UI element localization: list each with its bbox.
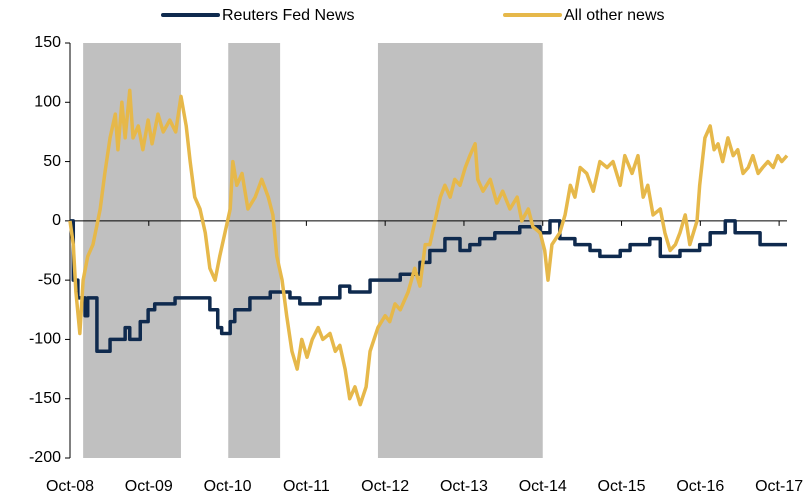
y-tick-label: 0 <box>52 212 61 229</box>
y-tick-label: -50 <box>38 271 61 288</box>
shaded-region <box>228 43 281 458</box>
y-tick-label: -150 <box>29 390 61 407</box>
x-tick-label: Oct-13 <box>440 478 488 495</box>
x-tick-label: Oct-15 <box>598 478 646 495</box>
legend-label: All other news <box>564 7 665 24</box>
legend-label: Reuters Fed News <box>222 7 355 24</box>
y-tick-label: 50 <box>43 153 61 170</box>
x-tick-label: Oct-09 <box>125 478 173 495</box>
x-tick-label: Oct-10 <box>204 478 252 495</box>
y-tick-label: 100 <box>34 94 61 111</box>
y-tick-label: -200 <box>29 449 61 466</box>
x-tick-label: Oct-14 <box>519 478 567 495</box>
y-tick-label: -100 <box>29 331 61 348</box>
series-line <box>70 219 787 354</box>
x-tick-label: Oct-12 <box>361 478 409 495</box>
x-tick-label: Oct-08 <box>46 478 94 495</box>
series-line <box>68 88 789 407</box>
x-tick-label: Oct-11 <box>283 478 330 495</box>
x-tick-label: Oct-16 <box>676 478 724 495</box>
y-tick-label: 150 <box>34 34 61 51</box>
x-tick-label: Oct-17 <box>755 478 803 495</box>
